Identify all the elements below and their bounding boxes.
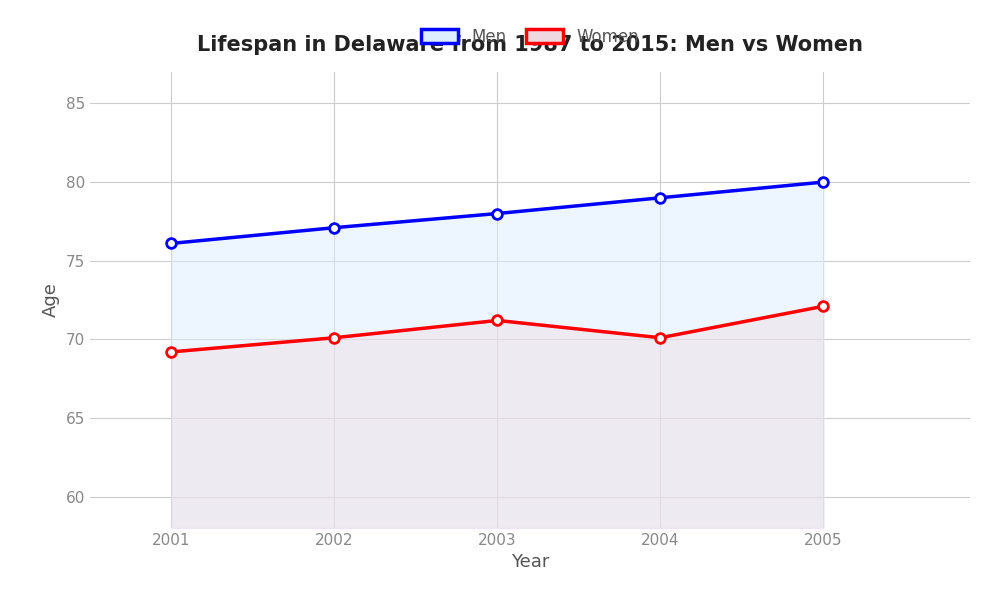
Legend: Men, Women: Men, Women bbox=[414, 21, 646, 52]
Y-axis label: Age: Age bbox=[42, 283, 60, 317]
Title: Lifespan in Delaware from 1987 to 2015: Men vs Women: Lifespan in Delaware from 1987 to 2015: … bbox=[197, 35, 863, 55]
X-axis label: Year: Year bbox=[511, 553, 549, 571]
